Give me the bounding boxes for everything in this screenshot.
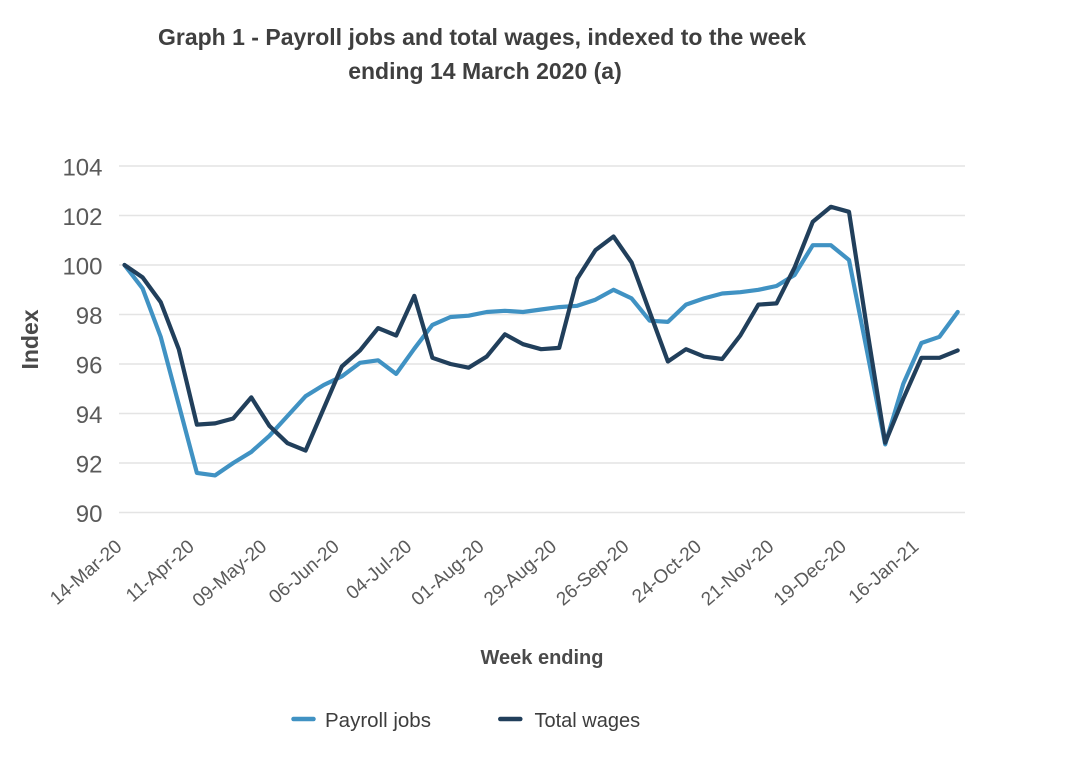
svg-text:Total wages: Total wages xyxy=(535,710,641,732)
svg-text:102: 102 xyxy=(62,204,102,231)
svg-text:90: 90 xyxy=(76,501,103,528)
svg-text:Graph 1 - Payroll jobs and tot: Graph 1 - Payroll jobs and total wages, … xyxy=(158,24,806,50)
svg-text:Week ending: Week ending xyxy=(481,647,604,669)
svg-text:ending 14 March 2020 (a): ending 14 March 2020 (a) xyxy=(348,58,622,84)
svg-text:92: 92 xyxy=(76,451,103,478)
svg-text:100: 100 xyxy=(62,253,102,280)
svg-text:96: 96 xyxy=(76,352,103,379)
svg-text:94: 94 xyxy=(76,402,103,429)
svg-text:104: 104 xyxy=(62,154,102,181)
svg-text:Payroll jobs: Payroll jobs xyxy=(325,709,431,732)
svg-text:Index: Index xyxy=(17,309,43,369)
svg-text:98: 98 xyxy=(76,303,103,330)
